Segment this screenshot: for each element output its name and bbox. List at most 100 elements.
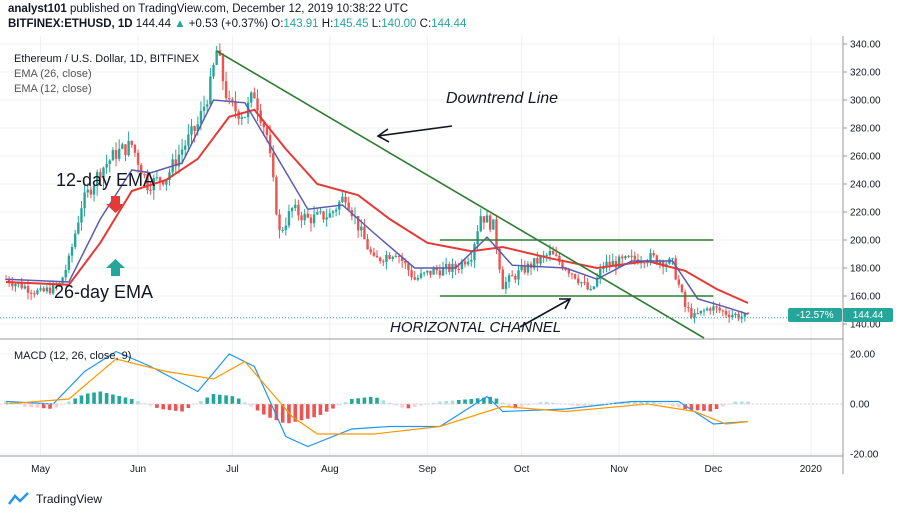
candle-body	[709, 308, 712, 311]
histogram-bar	[450, 400, 455, 404]
candle-body	[413, 277, 416, 280]
histogram-bar	[664, 404, 669, 405]
histogram-bar	[337, 404, 342, 406]
candle-body	[168, 172, 171, 181]
candle-body	[435, 268, 438, 271]
candle-body	[294, 204, 297, 209]
histogram-bar	[551, 402, 555, 404]
candle-body	[162, 181, 165, 185]
candle-body	[727, 314, 731, 318]
candle-body	[99, 172, 102, 178]
candle-body	[599, 268, 602, 278]
high-label: H:	[321, 18, 334, 30]
candle-body	[86, 189, 89, 193]
candle-body	[272, 153, 275, 178]
legend-ema12: EMA (12, close)	[14, 83, 92, 95]
x-tick-label: Jul	[226, 464, 239, 475]
candle-body	[526, 263, 530, 273]
histogram-bar	[356, 398, 360, 404]
candle-body	[523, 265, 526, 273]
candle-body	[234, 102, 237, 112]
histogram-bar	[148, 404, 153, 406]
candle-body	[202, 106, 206, 111]
histogram-bar	[482, 397, 486, 404]
candle-body	[397, 255, 401, 257]
histogram-bar	[412, 404, 417, 407]
candle-body	[715, 306, 718, 308]
histogram-bar	[695, 404, 700, 411]
candle-body	[180, 149, 184, 155]
price-chart[interactable]: May Jun Jul Aug Sep Oct Nov Dec 2020 340.00 320.00…	[0, 36, 900, 486]
candle-body	[77, 222, 80, 234]
candle-body	[460, 261, 464, 269]
candle-body	[583, 282, 586, 284]
candle-body	[193, 126, 196, 132]
histogram-bar	[48, 404, 52, 409]
histogram-bar	[293, 404, 298, 422]
candle-body	[561, 262, 564, 269]
candle-body	[322, 211, 325, 220]
candle-body	[347, 202, 350, 210]
candle-body	[39, 288, 42, 291]
candle-body	[130, 140, 133, 145]
histogram-bar	[601, 403, 606, 405]
histogram-bar	[683, 404, 687, 409]
candle-body	[658, 261, 662, 264]
histogram-bar	[104, 393, 109, 404]
candle-body	[551, 251, 555, 255]
candle-body	[693, 313, 696, 318]
candle-body	[592, 286, 596, 290]
candle-body	[228, 98, 231, 100]
close-value: 144.44	[431, 18, 467, 30]
candle-body	[303, 213, 306, 221]
candle-body	[536, 258, 539, 264]
histogram-bar	[494, 398, 499, 404]
histogram-bar	[488, 396, 492, 404]
candle-body	[385, 255, 388, 263]
histogram-bar	[79, 395, 84, 404]
candle-body	[504, 281, 508, 290]
candle-body	[250, 92, 253, 103]
price-badge-pct: -12.57%	[796, 310, 833, 321]
candle-body	[595, 277, 599, 287]
candle-body	[240, 117, 244, 119]
price-tick-label: 220.00	[850, 208, 881, 219]
histogram-bar	[645, 401, 650, 404]
price-tick-label: 160.00	[850, 292, 881, 303]
candle-body	[256, 98, 259, 111]
signal-line	[5, 358, 749, 435]
candle-body	[243, 117, 247, 119]
histogram-bar	[519, 404, 524, 407]
candle-body	[67, 255, 71, 270]
candle-body	[470, 259, 473, 262]
candle-body	[558, 255, 561, 263]
price-tick-label: 240.00	[850, 180, 881, 191]
author-name[interactable]: analyst101	[8, 3, 67, 15]
candle-body	[724, 311, 728, 315]
candle-body	[712, 306, 715, 311]
histogram-bar	[199, 401, 203, 404]
candle-body	[231, 99, 234, 103]
candle-body	[143, 174, 146, 176]
histogram-bar	[111, 394, 115, 404]
candle-body	[718, 307, 721, 311]
candle-body	[473, 244, 476, 260]
candle-body	[743, 313, 747, 317]
histogram-bar	[626, 401, 631, 404]
candle-body	[492, 219, 495, 230]
histogram-bar	[588, 404, 593, 406]
candle-body	[224, 81, 228, 99]
candle-body	[539, 256, 542, 264]
histogram-bar	[406, 404, 411, 409]
histogram-bar	[98, 391, 103, 404]
histogram-bar	[400, 404, 404, 408]
candle-body	[309, 217, 313, 224]
candle-body	[495, 219, 498, 249]
footer-brand[interactable]: TradingView	[36, 492, 103, 506]
histogram-bar	[733, 401, 738, 404]
ema26-line	[5, 108, 749, 304]
candle-body	[29, 292, 33, 294]
histogram-bar	[746, 401, 750, 404]
candle-body	[124, 144, 127, 156]
candle-body	[627, 256, 630, 258]
